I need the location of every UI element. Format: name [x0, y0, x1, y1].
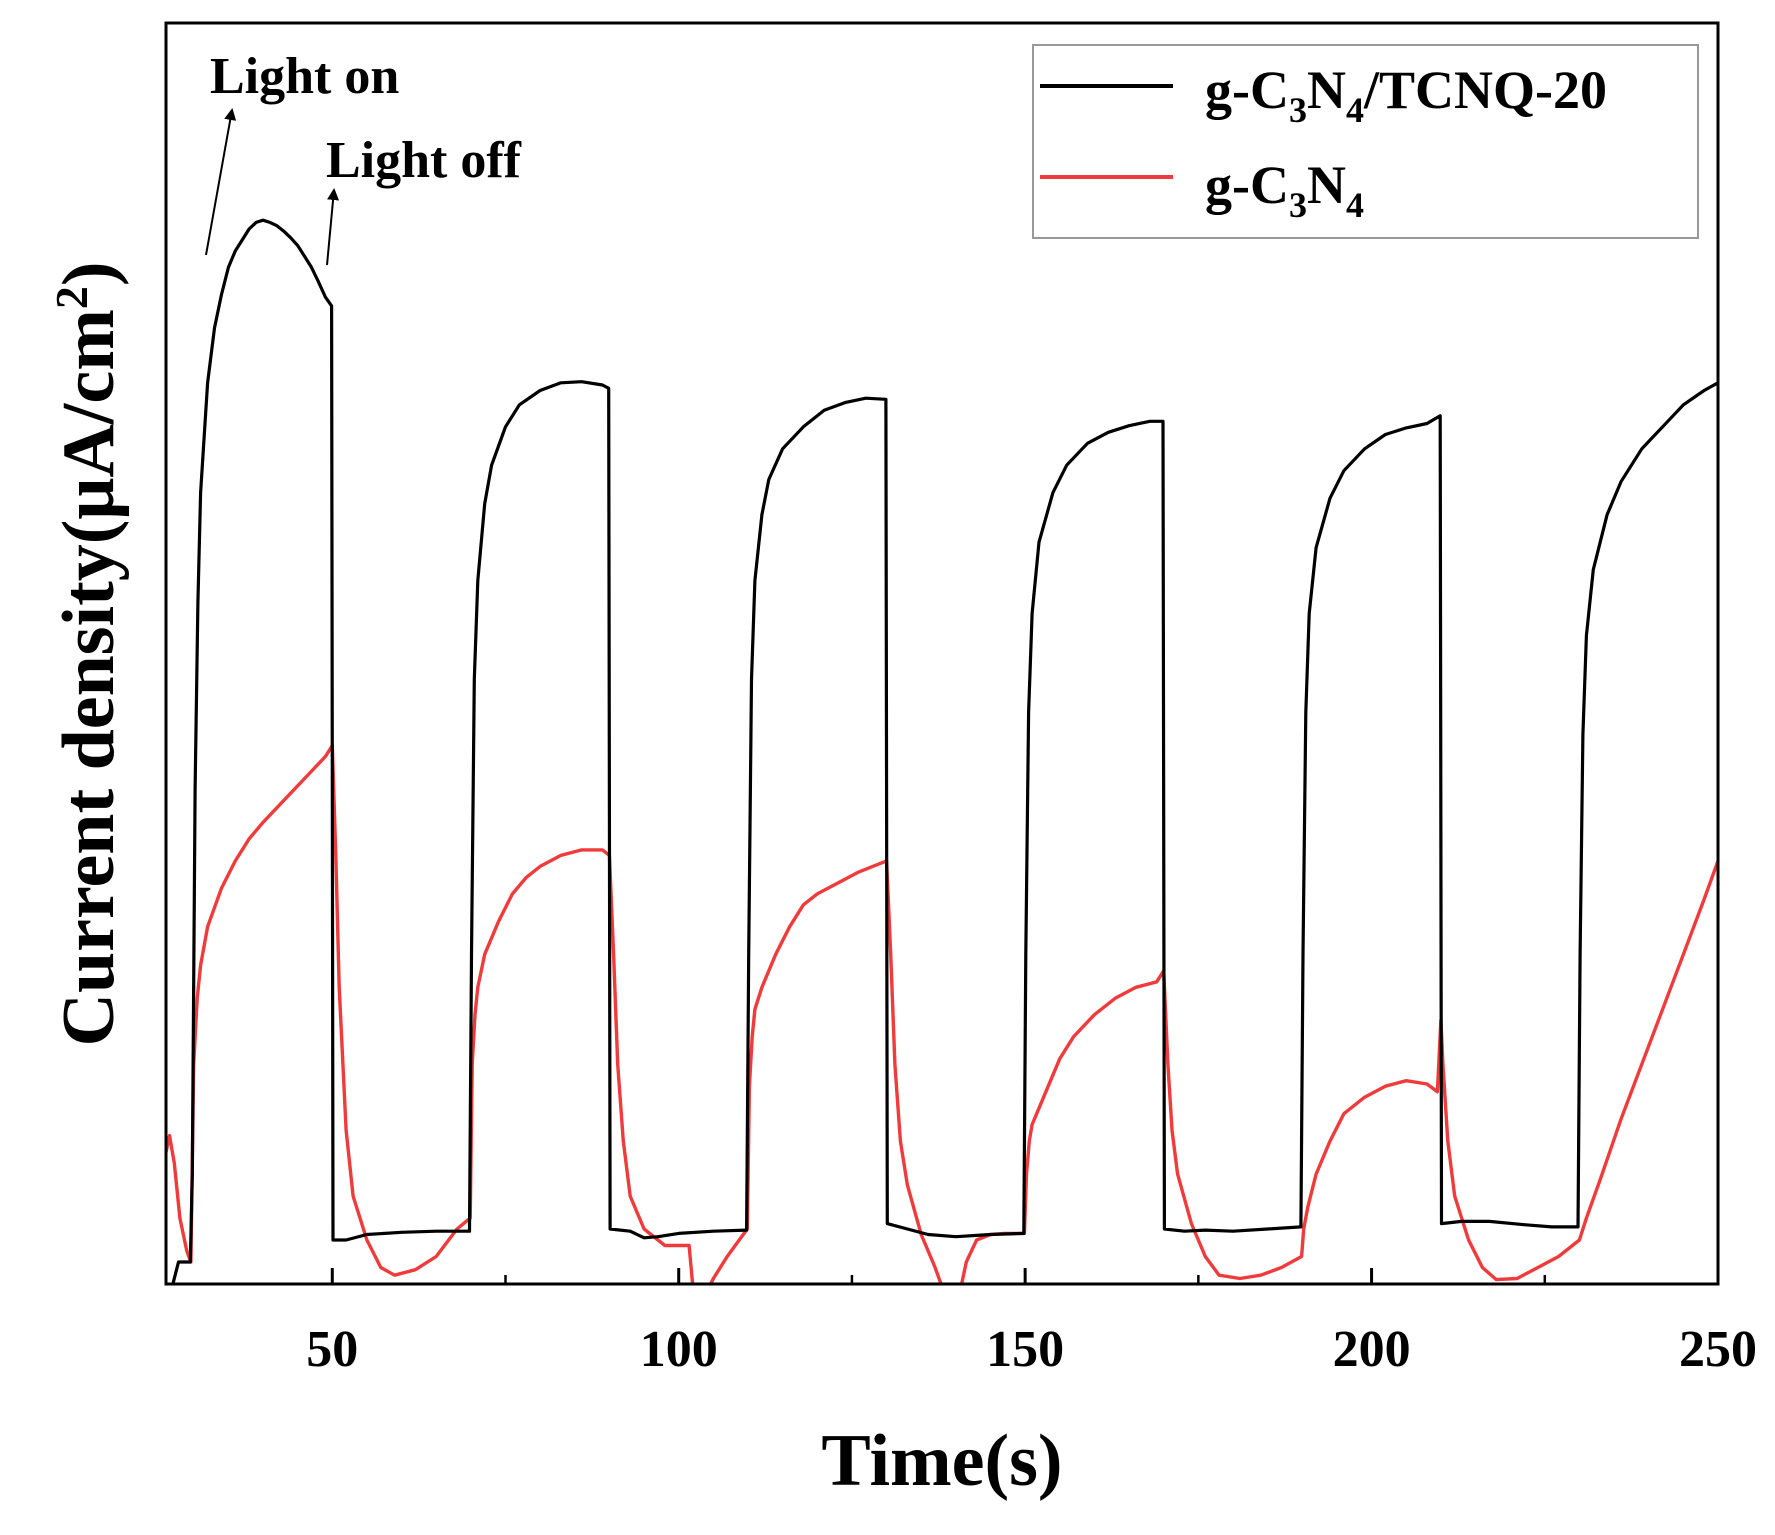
light-on-arrow	[205, 108, 237, 256]
series-line-g-c3n4	[166, 743, 1718, 1284]
x-tick-label: 250	[1679, 1321, 1757, 1378]
light-off-label: Light off	[326, 132, 522, 189]
legend-label-gc3n4: g-C3N4	[1205, 155, 1364, 225]
legend: g-C3N4/TCNQ-20 g-C3N4	[1032, 44, 1699, 239]
series-layer	[166, 218, 1718, 1284]
x-tick-label: 150	[986, 1321, 1064, 1378]
x-tick-label: 50	[306, 1321, 358, 1378]
legend-label-tcnq: g-C3N4/TCNQ-20	[1205, 60, 1607, 130]
y-axis-title: Current density(μA/cm2)	[46, 262, 130, 1047]
annotations: Light on Light off	[205, 48, 522, 266]
legend-box	[1032, 44, 1699, 239]
light-off-arrow	[326, 188, 340, 266]
plot-area-frame	[164, 21, 1720, 1286]
series-line-g-c3n4-tcnq-20	[171, 218, 1718, 1284]
x-axis-title: Time(s)	[821, 1420, 1062, 1502]
x-tick-label: 200	[1333, 1321, 1411, 1378]
x-axis-ticks: 50 100 150 200 250	[306, 1268, 1757, 1378]
x-tick-label: 100	[640, 1321, 718, 1378]
light-on-label: Light on	[210, 48, 399, 105]
